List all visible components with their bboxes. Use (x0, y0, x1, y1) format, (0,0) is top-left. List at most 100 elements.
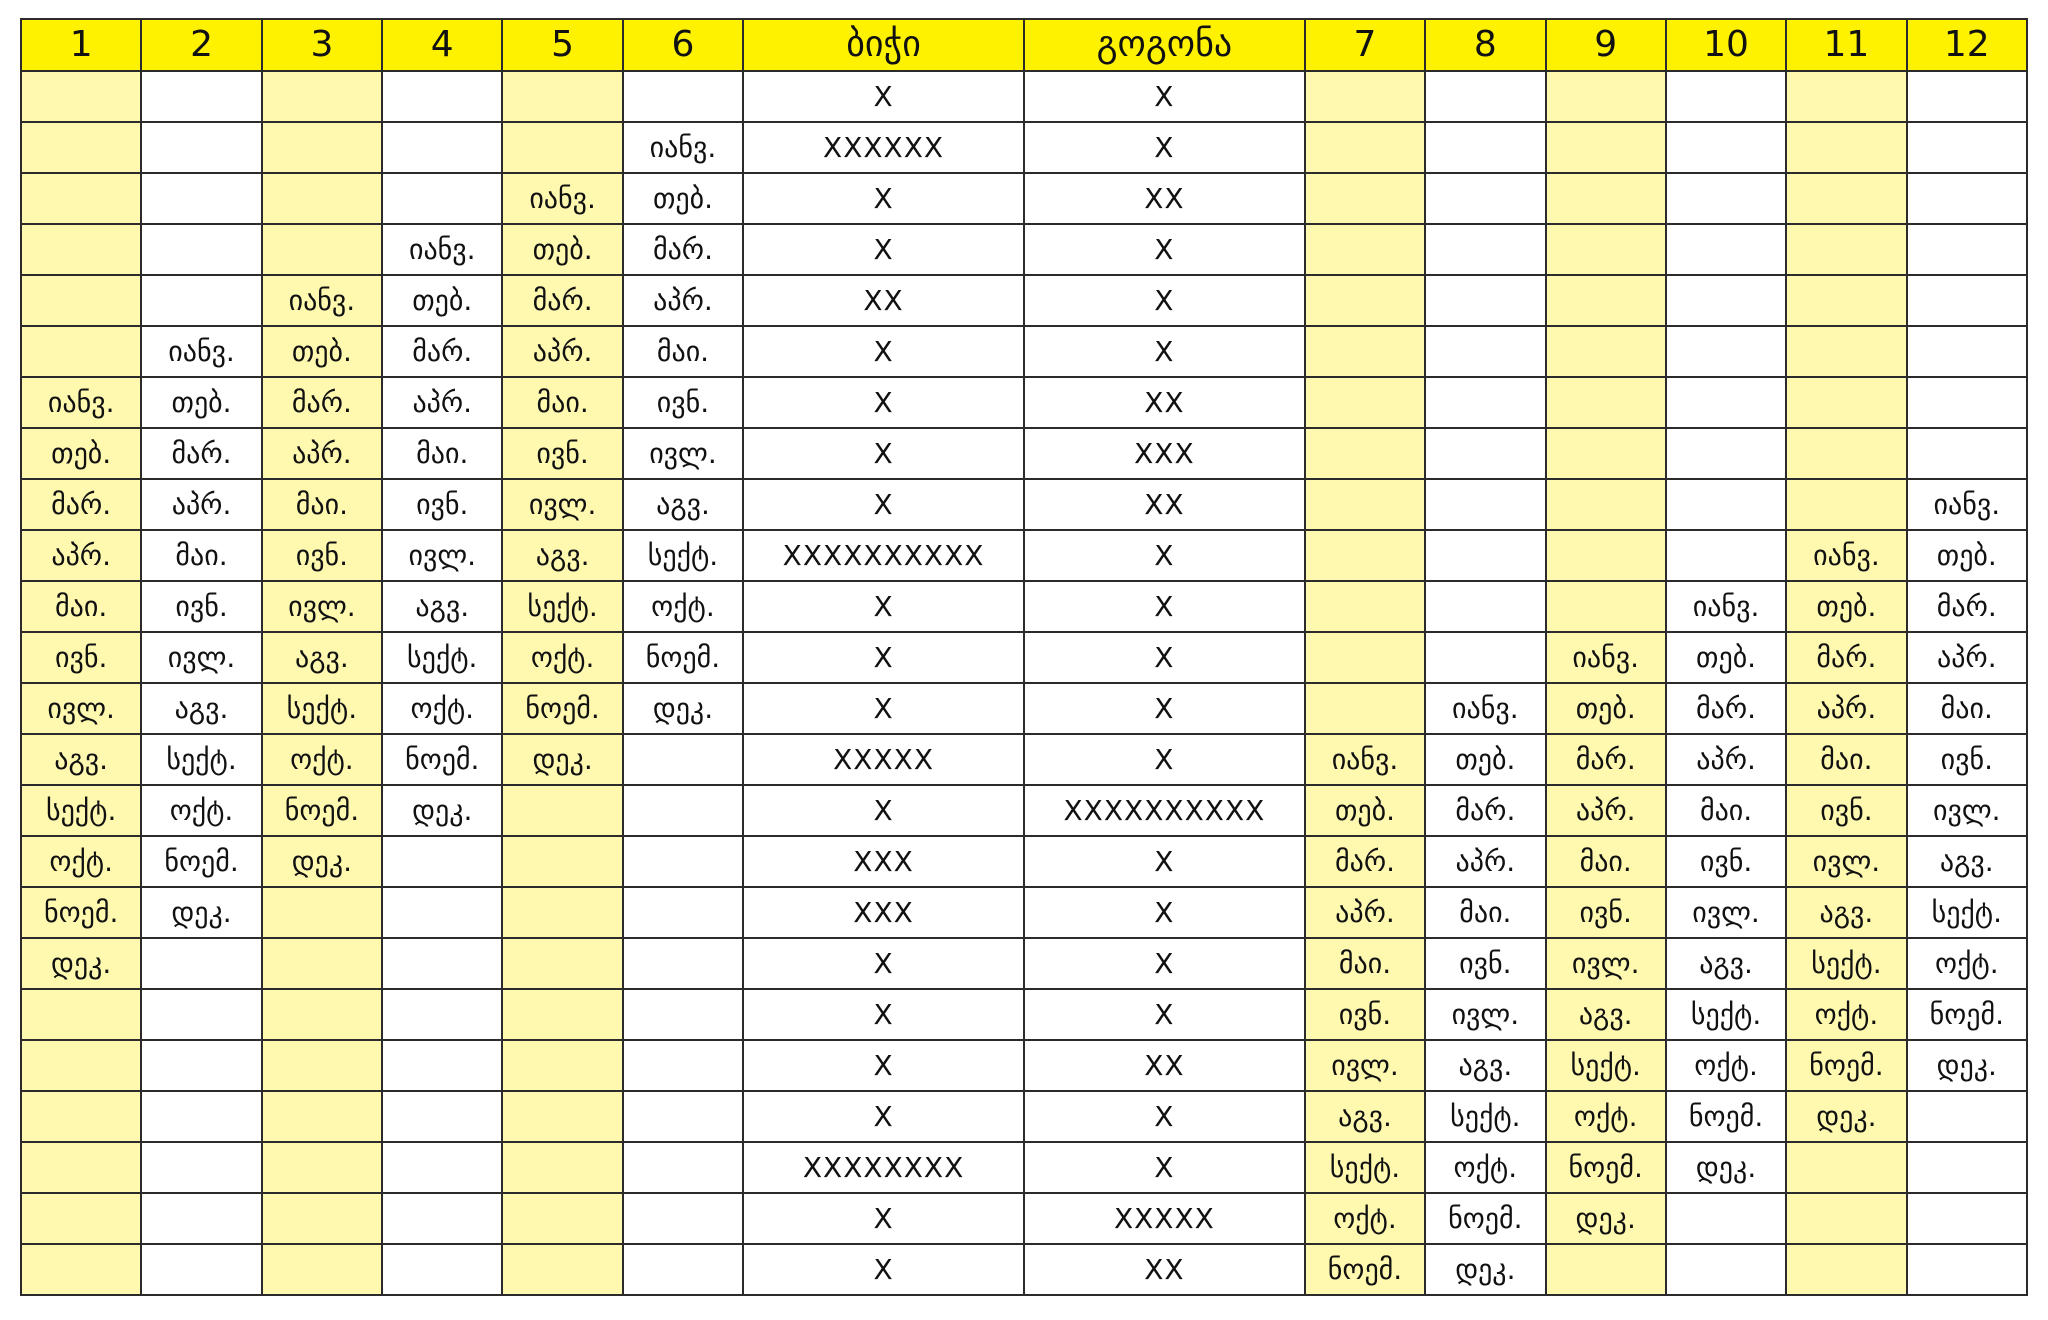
month-cell (1905, 172, 2029, 225)
header-age-2: 2 (140, 18, 263, 72)
month-cell: აგვ. (381, 580, 504, 633)
boy-mark-cell: X (742, 1192, 1025, 1245)
month-cell (621, 886, 745, 939)
month-cell: მაი. (621, 325, 745, 378)
month-cell: აგვ. (19, 733, 143, 786)
month-cell: სექტ. (260, 682, 384, 735)
month-cell: ოქტ. (1424, 1141, 1547, 1194)
header-age-5: 5 (501, 18, 624, 72)
month-cell: ივნ. (1303, 988, 1427, 1041)
month-cell: ივლ. (621, 427, 745, 480)
month-cell (1424, 223, 1547, 276)
month-cell: დეკ. (19, 937, 143, 990)
table-row: X XX ივლ. აგვ. სექტ. ოქტ. ნოემ. დეკ. (19, 1039, 2029, 1092)
month-cell: ივლ. (1303, 1039, 1427, 1092)
girl-mark-cell: X (1022, 580, 1306, 633)
month-cell (140, 121, 263, 174)
month-cell (260, 223, 384, 276)
girl-mark-cell: X (1022, 733, 1306, 786)
month-cell: ნოემ. (1785, 1039, 1908, 1092)
month-cell: დეკ. (1785, 1090, 1908, 1143)
month-cell: ივლ. (1785, 835, 1908, 888)
month-cell (19, 325, 143, 378)
girl-mark-cell: X (1022, 1090, 1306, 1143)
boy-mark-cell: XX (742, 274, 1025, 327)
month-cell (1785, 376, 1908, 429)
month-cell (1664, 1192, 1788, 1245)
month-cell (140, 1141, 263, 1194)
month-cell (1544, 1243, 1667, 1296)
month-cell (621, 1141, 745, 1194)
month-cell (1424, 427, 1547, 480)
month-cell: მარ. (1785, 631, 1908, 684)
month-cell (381, 1141, 504, 1194)
girl-mark-cell: X (1022, 1141, 1306, 1194)
month-cell: სექტ. (1424, 1090, 1547, 1143)
month-cell (1303, 682, 1427, 735)
girl-mark-cell: XX (1022, 478, 1306, 531)
month-cell: აპრ. (1544, 784, 1667, 837)
month-cell (381, 172, 504, 225)
month-cell: სექტ. (501, 580, 624, 633)
girl-mark-cell: X (1022, 529, 1306, 582)
month-cell (1664, 376, 1788, 429)
month-cell (501, 121, 624, 174)
girl-mark-cell: XXXXXXXXXX (1022, 784, 1306, 837)
month-cell: თებ. (1905, 529, 2029, 582)
month-cell: თებ. (1785, 580, 1908, 633)
header-row: 1 2 3 4 5 6 ბიჭი გოგონა 7 8 9 10 11 12 (19, 18, 2029, 72)
month-cell (381, 121, 504, 174)
month-cell (381, 1192, 504, 1245)
month-cell: ნოემ. (381, 733, 504, 786)
month-cell: ივნ. (381, 478, 504, 531)
month-cell: სექტ. (1664, 988, 1788, 1041)
month-cell: იანვ. (1424, 682, 1547, 735)
month-cell (1303, 580, 1427, 633)
month-cell (1905, 1243, 2029, 1296)
month-cell: აგვ. (260, 631, 384, 684)
month-cell (260, 70, 384, 123)
month-cell: თებ. (381, 274, 504, 327)
month-cell: ივნ. (501, 427, 624, 480)
month-cell: ნოემ. (501, 682, 624, 735)
boy-mark-cell: X (742, 325, 1025, 378)
month-cell: აპრ. (19, 529, 143, 582)
month-cell: აგვ. (1303, 1090, 1427, 1143)
month-cell (1544, 70, 1667, 123)
month-cell: სექტ. (19, 784, 143, 837)
month-cell (1664, 223, 1788, 276)
month-cell (1303, 376, 1427, 429)
month-cell (1905, 376, 2029, 429)
month-cell: მაი. (1905, 682, 2029, 735)
month-cell: მაი. (1664, 784, 1788, 837)
month-cell: მარ. (19, 478, 143, 531)
month-cell (19, 223, 143, 276)
month-cell (621, 1192, 745, 1245)
month-cell (501, 988, 624, 1041)
month-cell: მაი. (1785, 733, 1908, 786)
month-cell (1785, 274, 1908, 327)
table-row: მარ. აპრ. მაი. ივნ. ივლ. აგვ. X XX იანვ. (19, 478, 2029, 531)
month-cell: ნოემ. (1664, 1090, 1788, 1143)
month-cell: ოქტ. (260, 733, 384, 786)
month-cell: ივნ. (1785, 784, 1908, 837)
month-cell: თებ. (1303, 784, 1427, 837)
boy-mark-cell: X (742, 1090, 1025, 1143)
month-cell: დეკ. (1544, 1192, 1667, 1245)
month-cell: დეკ. (501, 733, 624, 786)
table-row: თებ. მარ. აპრ. მაი. ივნ. ივლ. X XXX (19, 427, 2029, 480)
month-cell (1303, 427, 1427, 480)
header-age-10: 10 (1664, 18, 1788, 72)
header-age-9: 9 (1544, 18, 1667, 72)
month-cell (1905, 1141, 2029, 1194)
month-cell (381, 988, 504, 1041)
month-cell: ივლ. (1664, 886, 1788, 939)
month-cell (621, 1090, 745, 1143)
month-cell: ნოემ. (1544, 1141, 1667, 1194)
month-cell: მარ. (1905, 580, 2029, 633)
month-cell (621, 784, 745, 837)
month-cell: ივლ. (1544, 937, 1667, 990)
month-cell: ივლ. (19, 682, 143, 735)
